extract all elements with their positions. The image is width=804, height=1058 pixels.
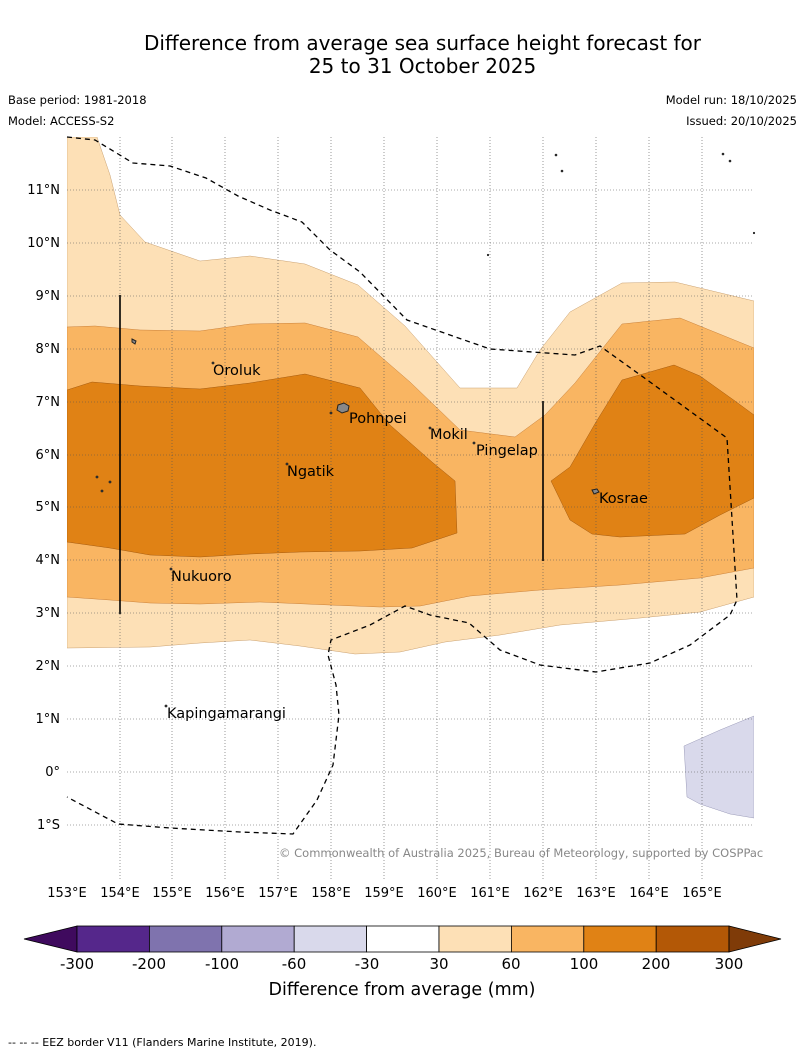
lon-label: 157°E: [258, 886, 298, 901]
colorbar-tick: -30: [355, 955, 380, 973]
colorbar-segment: [366, 925, 440, 953]
lat-label: 10°N: [27, 236, 60, 251]
lat-label: 7°N: [36, 395, 61, 410]
colorbar-tick: 300: [715, 955, 744, 973]
place-label-kapingamarangi: Kapingamarangi: [167, 706, 286, 722]
colorbar-extend-max: [728, 925, 782, 953]
colorbar-segment: [76, 925, 150, 953]
colorbar-tick: 30: [429, 955, 448, 973]
colorbar-tick: -60: [282, 955, 307, 973]
colorbar-tick: -200: [132, 955, 166, 973]
lon-label: 158°E: [311, 886, 351, 901]
base-period: Base period: 1981-2018: [8, 93, 147, 107]
forecast-map: Oroluk Pohnpei Mokil Pingelap Ngatik Kos…: [23, 136, 782, 1000]
map-title: Difference from average sea surface heig…: [0, 32, 804, 78]
issued-date: Issued: 20/10/2025: [686, 114, 797, 128]
graticule: [67, 137, 754, 880]
colorbar-extend-min: [23, 925, 78, 953]
colorbar-ticks: -300 -200 -100 -60 -30 30 60 100 200 300: [60, 955, 743, 973]
lat-label: 6°N: [36, 448, 61, 463]
model-run: Model run: 18/10/2025: [665, 93, 797, 107]
eez-border: [66, 136, 738, 835]
lat-label: 5°N: [36, 500, 61, 515]
colorbar-tick: -100: [205, 955, 239, 973]
colorbar-segment: [583, 925, 657, 953]
latitude-labels: 11°N 10°N 9°N 8°N 7°N 6°N 5°N 4°N 3°N 2°…: [27, 183, 60, 833]
colorbar-tick: 60: [501, 955, 520, 973]
lat-label: 9°N: [36, 289, 61, 304]
colorbar: [23, 925, 782, 953]
lat-label: 8°N: [36, 342, 61, 357]
colorbar-segment: [510, 925, 585, 953]
lon-label: 165°E: [682, 886, 722, 901]
colorbar-segment: [438, 925, 512, 953]
colorbar-segment: [655, 925, 730, 953]
lon-label: 163°E: [576, 886, 616, 901]
lon-label: 154°E: [100, 886, 140, 901]
place-label-nukuoro: Nukuoro: [171, 569, 232, 585]
lon-label: 153°E: [47, 886, 87, 901]
place-label-mokil: Mokil: [430, 427, 468, 443]
contour-100-200-east: [550, 364, 754, 538]
lon-label: 159°E: [364, 886, 404, 901]
anomaly-contours: [67, 137, 754, 819]
colorbar-tick: -300: [60, 955, 94, 973]
eez-legend-note: -- -- -- EEZ border V11 (Flanders Marine…: [8, 1036, 317, 1049]
lon-label: 162°E: [523, 886, 563, 901]
colorbar-title: Difference from average (mm): [268, 980, 535, 1000]
lat-label: 1°N: [36, 712, 61, 727]
place-label-pingelap: Pingelap: [476, 443, 538, 459]
copyright-notice: © Commonwealth of Australia 2025, Bureau…: [279, 846, 763, 860]
contour-neg-30-60: [683, 715, 754, 819]
longitude-labels: 153°E 154°E 155°E 156°E 157°E 158°E 159°…: [47, 886, 722, 901]
model-name: Model: ACCESS-S2: [8, 114, 115, 128]
colorbar-segment: [293, 925, 368, 953]
lon-label: 164°E: [629, 886, 669, 901]
place-label-oroluk: Oroluk: [213, 363, 261, 379]
place-label-ngatik: Ngatik: [287, 464, 335, 480]
place-label-kosrae: Kosrae: [599, 491, 648, 507]
place-label-pohnpei: Pohnpei: [349, 411, 407, 427]
lat-label: 11°N: [27, 183, 60, 198]
lon-label: 156°E: [205, 886, 245, 901]
lat-label: 4°N: [36, 553, 61, 568]
island-outlines: [95, 152, 756, 708]
colorbar-segment: [148, 925, 223, 953]
colorbar-tick: 200: [642, 955, 671, 973]
lon-label: 155°E: [152, 886, 192, 901]
colorbar-segment: [221, 925, 295, 953]
title-line-1: Difference from average sea surface heig…: [143, 31, 702, 55]
lon-label: 161°E: [470, 886, 510, 901]
lat-label: 3°N: [36, 606, 61, 621]
lat-label: 0°: [45, 765, 60, 780]
title-line-2: 25 to 31 October 2025: [308, 54, 537, 78]
lat-label: 1°S: [37, 818, 60, 833]
lat-label: 2°N: [36, 659, 61, 674]
colorbar-tick: 100: [570, 955, 599, 973]
contour-100-200-west: [67, 373, 458, 558]
lon-label: 160°E: [417, 886, 457, 901]
